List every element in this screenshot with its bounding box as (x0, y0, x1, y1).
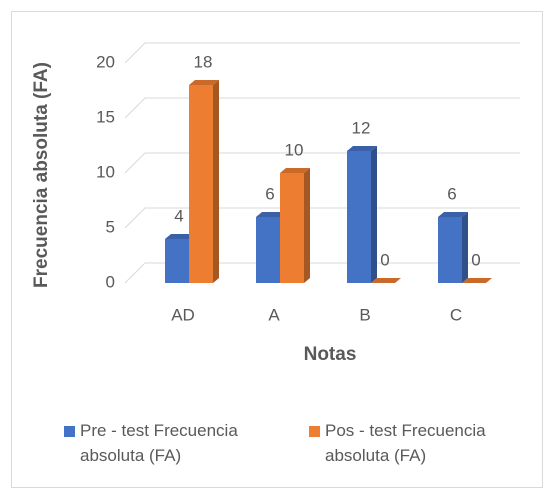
bar-side (462, 212, 468, 283)
data-label: 12 (352, 118, 371, 137)
legend-swatch (309, 426, 320, 437)
y-tick-label: 15 (96, 107, 115, 126)
x-axis-title: Notas (304, 344, 357, 365)
data-label: 4 (174, 206, 183, 225)
bar-side (213, 80, 219, 283)
y-tick-label: 10 (96, 162, 115, 181)
bar-side (304, 168, 310, 283)
grid-line (124, 207, 520, 229)
grid-line (124, 42, 520, 64)
y-tick-label: 20 (96, 52, 115, 71)
grid-line (124, 152, 520, 174)
bar-side (371, 146, 377, 283)
bar-top (438, 212, 468, 217)
grid-line (124, 262, 520, 284)
data-label: 6 (447, 184, 456, 203)
x-tick-label: B (359, 305, 370, 324)
x-tick-label: C (450, 305, 462, 324)
y-tick-label: 5 (106, 217, 115, 236)
bar-top (371, 278, 401, 283)
legend-item: Pos - test Frecuencia absoluta (FA) (309, 418, 509, 468)
chart-border (11, 11, 543, 488)
bar (189, 85, 213, 283)
bar (280, 173, 304, 283)
grid-line (124, 97, 520, 119)
bar-top (280, 168, 310, 173)
data-label: 0 (471, 250, 480, 269)
bar-top (462, 278, 492, 283)
legend-label: Pos - test Frecuencia absoluta (FA) (325, 421, 486, 465)
data-label: 10 (285, 140, 304, 159)
y-tick-label: 0 (106, 272, 115, 291)
legend-swatch (64, 426, 75, 437)
bar (438, 217, 462, 283)
x-tick-label: A (268, 305, 280, 324)
legend-label: Pre - test Frecuencia absoluta (FA) (80, 421, 238, 465)
bar-top (256, 212, 286, 217)
bar-top (189, 80, 219, 85)
legend-item: Pre - test Frecuencia absoluta (FA) (64, 418, 264, 468)
data-label: 0 (380, 250, 389, 269)
x-tick-label: AD (171, 305, 195, 324)
bar-top (165, 234, 195, 239)
bar (165, 239, 189, 283)
bar-top (347, 146, 377, 151)
data-label: 6 (265, 184, 274, 203)
data-label: 18 (194, 52, 213, 71)
bar (347, 151, 371, 283)
bar (256, 217, 280, 283)
y-axis-title: Frecuencia absoluta (FA) (31, 62, 52, 288)
